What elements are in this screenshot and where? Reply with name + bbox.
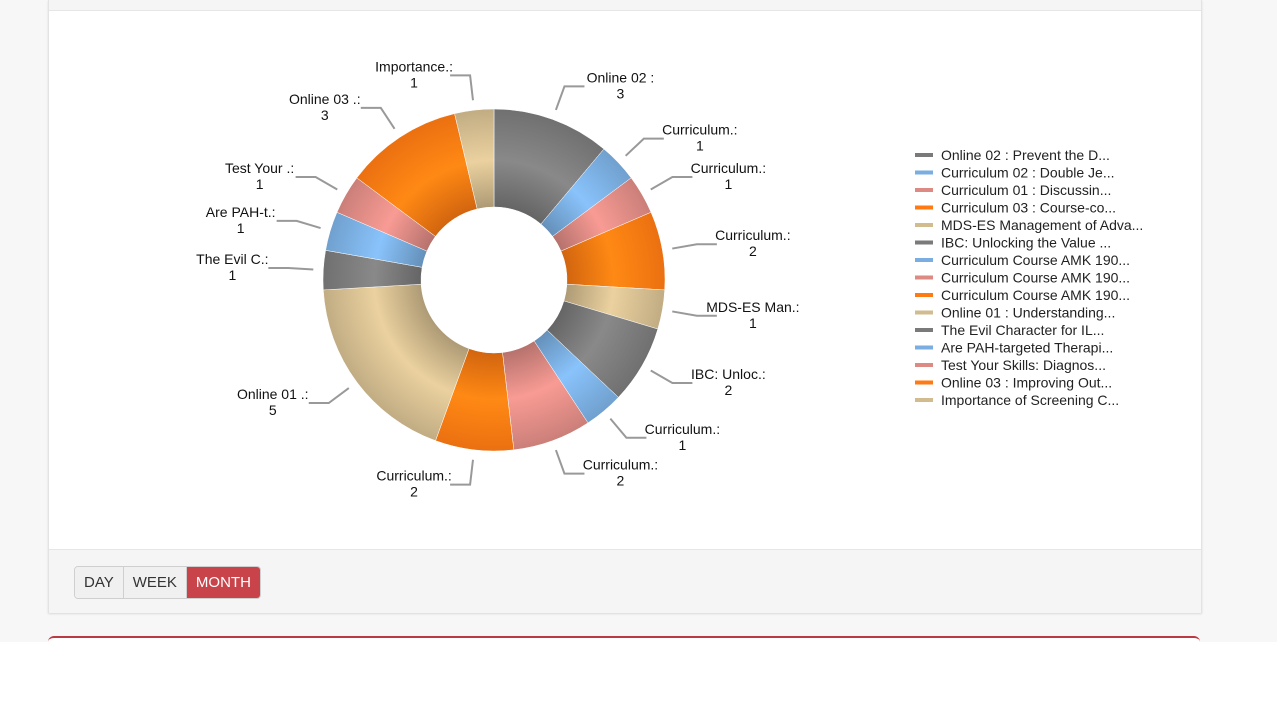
slice-label: Online 03 .: <box>289 91 361 107</box>
donut-slice[interactable] <box>454 108 495 210</box>
legend-item[interactable]: Curriculum 02 : Double Je... <box>941 165 1115 181</box>
slice-label: IBC: Unloc.: <box>691 366 766 382</box>
legend-item[interactable]: Curriculum Course AMK 190... <box>941 252 1130 268</box>
slice-value: 2 <box>410 484 418 500</box>
leader-line <box>672 310 717 317</box>
legend-item[interactable]: Curriculum Course AMK 190... <box>941 270 1130 286</box>
leader-line <box>554 449 585 475</box>
chart-legend: Online 02 : Prevent the D... Curriculum 0… <box>915 147 1143 408</box>
legend-item[interactable]: Curriculum 03 : Course-co... <box>941 200 1116 216</box>
slice-value: 3 <box>321 107 329 123</box>
slice-label: MDS-ES Man.: <box>706 299 799 315</box>
slice-label: Curriculum.: <box>583 457 658 473</box>
leader-lines <box>268 74 717 486</box>
legend-item[interactable]: Are PAH-targeted Therapi... <box>941 340 1113 356</box>
slice-value: 2 <box>617 473 625 489</box>
legend-item[interactable]: Curriculum 01 : Discussin... <box>941 182 1111 198</box>
legend-item[interactable]: Curriculum Course AMK 190... <box>941 287 1130 303</box>
slice-value: 1 <box>410 74 418 90</box>
donut-chart: Online 02 :3Curriculum.:1Curriculum.:1Cu… <box>196 58 1143 499</box>
leader-line <box>308 387 350 405</box>
legend-item[interactable]: MDS-ES Management of Adva... <box>941 217 1143 233</box>
slice-label: Curriculum.: <box>691 160 766 176</box>
legend-item[interactable]: Online 01 : Understanding... <box>941 305 1115 321</box>
leader-line <box>554 85 585 111</box>
panel-header-strip <box>49 0 1201 11</box>
week-button[interactable]: WEEK <box>123 567 187 598</box>
slice-label: Curriculum.: <box>662 122 737 138</box>
legend-item[interactable]: Importance of Screening C... <box>941 392 1119 408</box>
leader-line <box>450 74 474 101</box>
slice-value: 2 <box>749 243 757 259</box>
legend-item[interactable]: IBC: Unlocking the Value ... <box>941 235 1111 251</box>
next-panel-edge <box>48 636 1200 644</box>
slice-label: Are PAH-t.: <box>206 204 276 220</box>
day-button[interactable]: DAY <box>75 567 124 598</box>
period-toggle: DAY WEEK MONTH <box>74 566 261 599</box>
legend-item[interactable]: Online 03 : Improving Out... <box>941 375 1112 391</box>
leader-line <box>650 369 693 384</box>
donut-slices <box>322 108 666 452</box>
slice-value: 1 <box>237 220 245 236</box>
donut-slice[interactable] <box>323 283 470 442</box>
slice-label: Test Your .: <box>225 160 294 176</box>
leader-line <box>672 243 717 250</box>
chart-area: Online 02 :3 Curriculum.: 1 Curriculum.: 1 Cu… <box>49 11 1201 549</box>
month-button[interactable]: MONTH <box>186 567 260 598</box>
panel-footer: DAY WEEK MONTH <box>49 549 1201 613</box>
slice-value: 2 <box>725 382 733 398</box>
legend-item[interactable]: Online 02 : Prevent the D... <box>941 147 1110 163</box>
leader-line <box>609 418 647 439</box>
leader-line <box>360 106 396 130</box>
leader-line <box>650 176 693 191</box>
slice-label: Curriculum.: <box>376 468 451 484</box>
slice-label: Curriculum.: <box>715 227 790 243</box>
slice-value: 1 <box>725 176 733 192</box>
slice-label: Importance.: <box>375 58 453 74</box>
slice-value: 3 <box>617 85 625 101</box>
slice-label: Online 02 : <box>587 69 655 85</box>
leader-line <box>295 176 338 191</box>
leader-line <box>624 137 664 157</box>
slice-label: Curriculum.: <box>645 421 720 437</box>
slice-value: 1 <box>228 267 236 283</box>
slice-label: Online 01 .: <box>237 386 309 402</box>
slice-value: 1 <box>679 437 687 453</box>
slice-value: 1 <box>256 176 264 192</box>
slice-label: The Evil C.: <box>196 251 268 267</box>
slice-value: 5 <box>269 402 277 418</box>
legend-item[interactable]: The Evil Character for IL... <box>941 322 1104 338</box>
chart-panel: Online 02 :3 Curriculum.: 1 Curriculum.: 1 Cu… <box>48 0 1202 613</box>
leader-line <box>276 219 321 230</box>
slice-value: 1 <box>749 315 757 331</box>
slice-value: 1 <box>696 138 704 154</box>
legend-item[interactable]: Test Your Skills: Diagnos... <box>941 357 1106 373</box>
leader-line <box>268 267 314 271</box>
slice-labels: Online 02 :3Curriculum.:1Curriculum.:1Cu… <box>196 58 799 499</box>
leader-line <box>450 459 474 486</box>
